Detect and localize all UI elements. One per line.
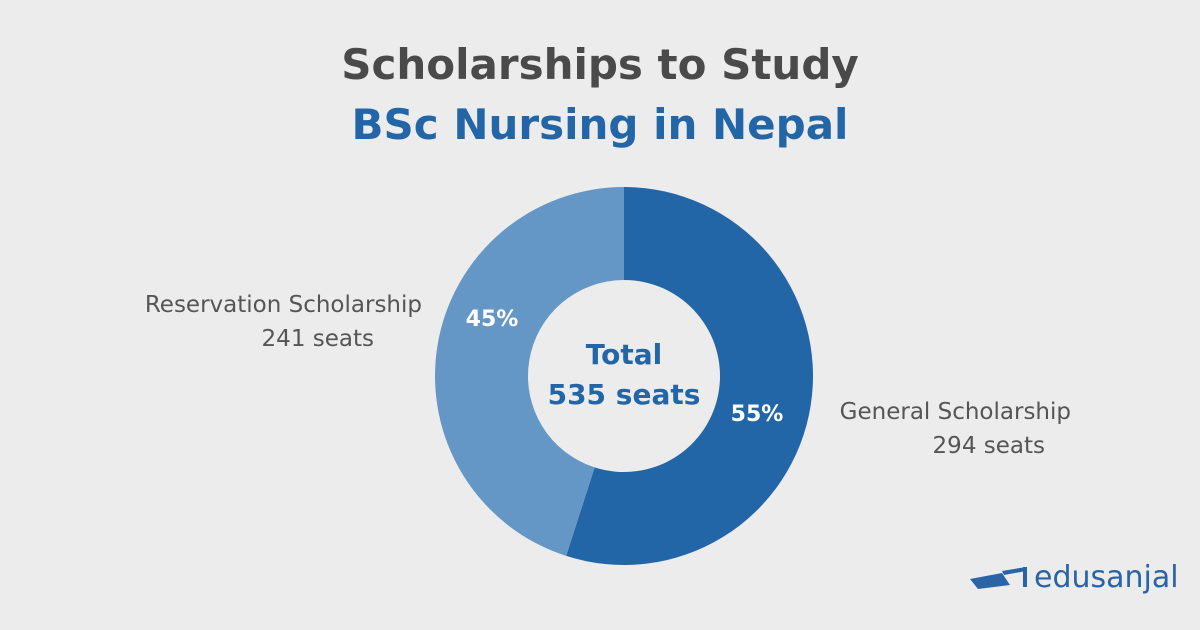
label-reservation: Reservation Scholarship 241 seats [130,288,422,356]
chart-subtitle: BSc Nursing in Nepal [351,100,849,149]
slice-general-scholarship [566,187,813,566]
center-label-seats: 535 seats [548,378,701,411]
slice-value-general: 294 seats [932,433,1045,459]
slice-name-reservation: Reservation Scholarship [144,292,422,318]
edusanjal-logo: edusanjal [968,560,1179,595]
percent-label: 55% [731,402,784,427]
slice-name-general: General Scholarship [839,399,1071,425]
graduation-cap-icon [970,566,1027,589]
slice-reservation-scholarship [434,187,624,556]
chart-title: Scholarships to Study [341,40,859,89]
label-general: General Scholarship 294 seats [826,395,1071,463]
center-label-total: Total [586,338,663,371]
slice-value-reservation: 241 seats [261,326,374,352]
percent-label: 45% [466,307,519,332]
